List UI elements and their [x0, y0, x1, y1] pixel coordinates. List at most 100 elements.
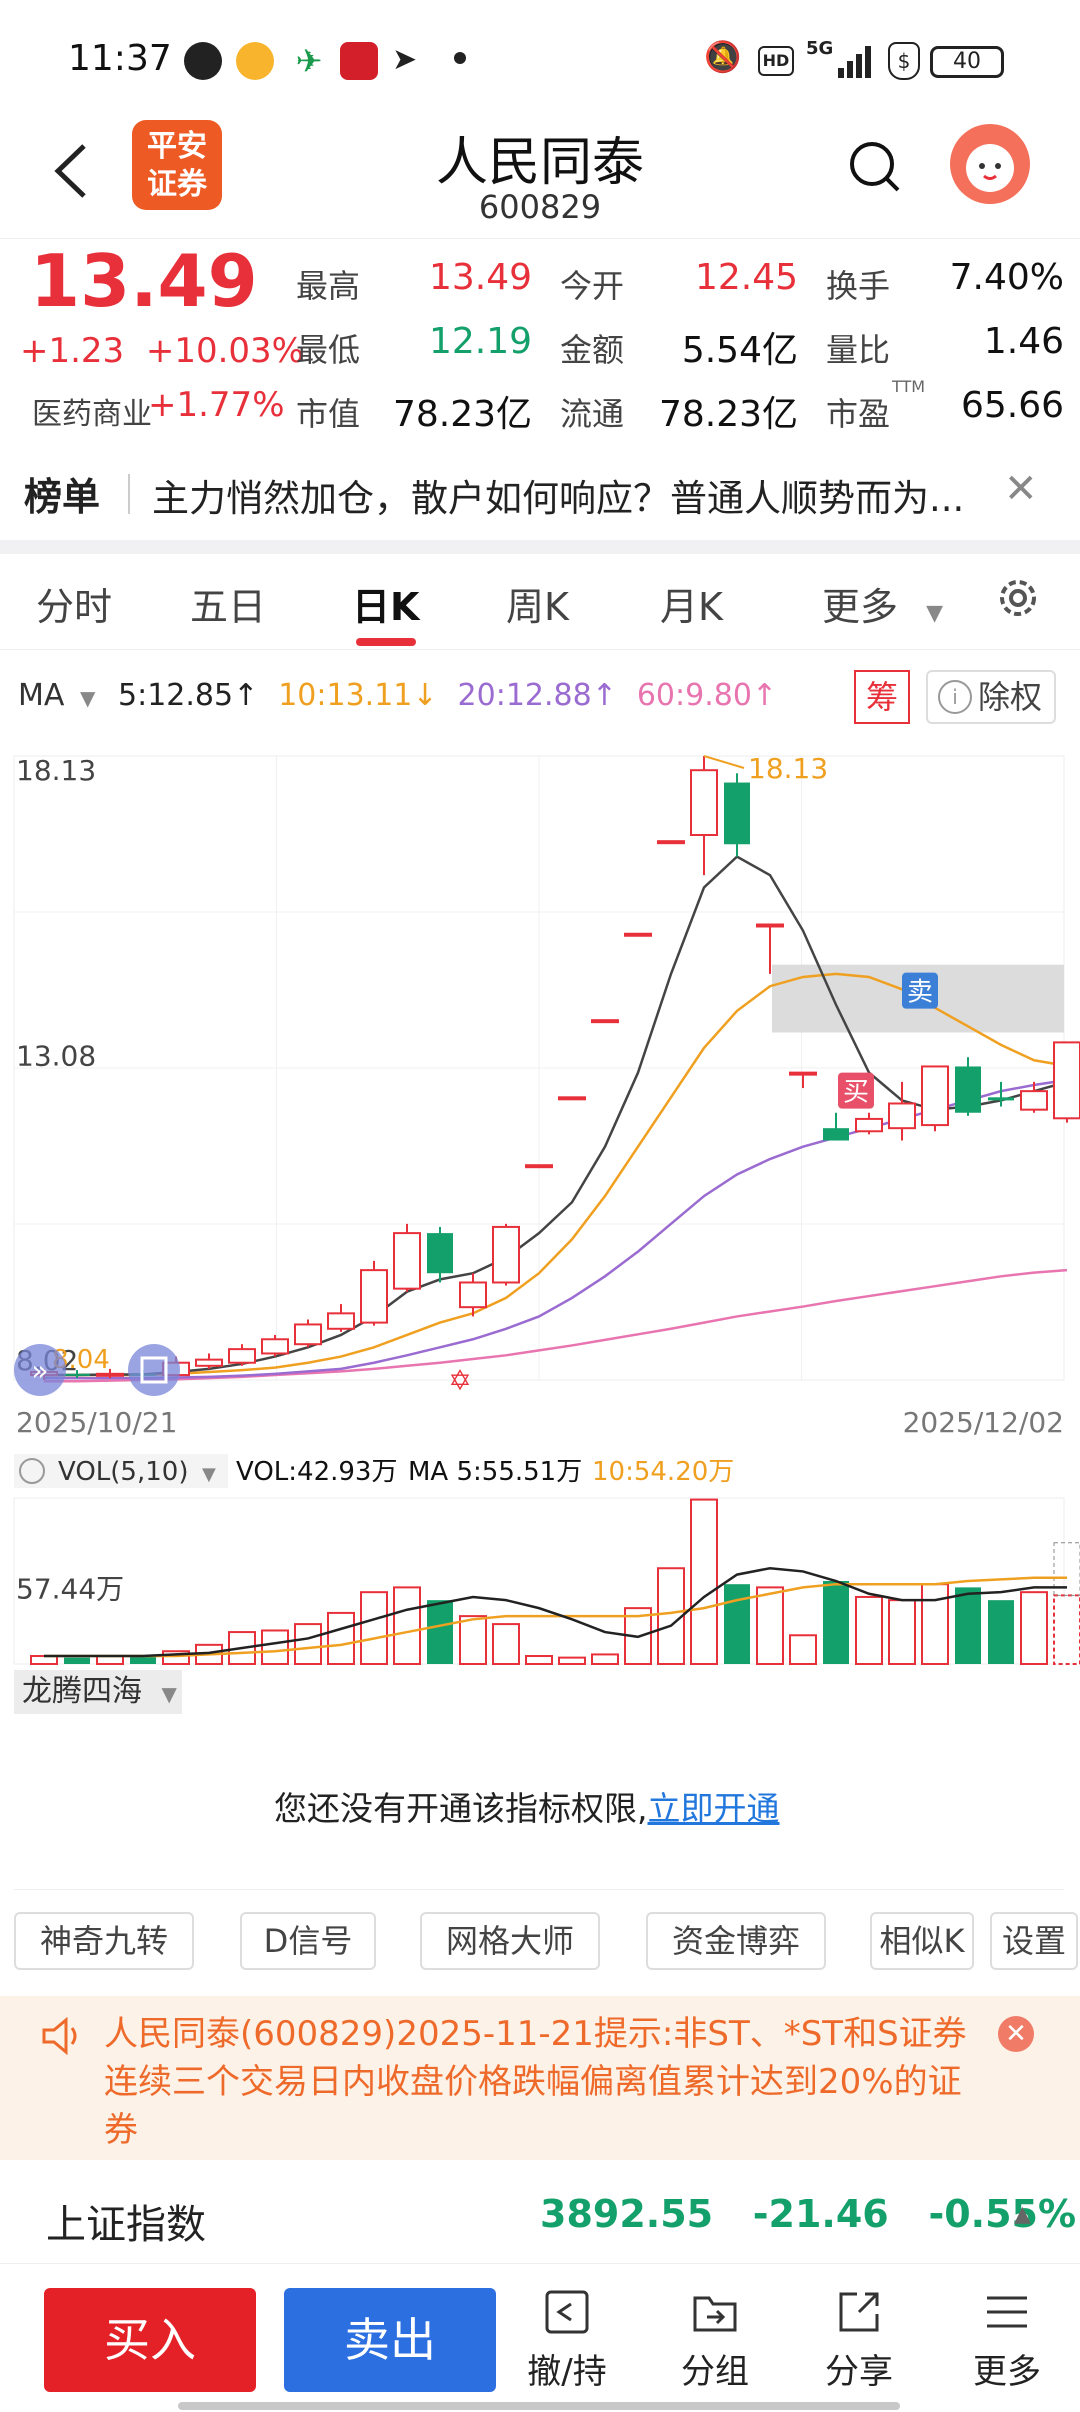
back-button[interactable] [44, 136, 104, 206]
quote-value: 78.23亿 [392, 394, 532, 435]
index-percent: -0.55% [928, 2192, 1077, 2236]
volume-bar [724, 1584, 750, 1664]
quote-value: 5.54亿 [681, 330, 798, 371]
quote-label: 市值 [296, 395, 361, 433]
ma-label: MA [18, 678, 65, 713]
indicator-selector[interactable]: 龙腾四海 ▼ [14, 1670, 182, 1714]
buy-signal-marker[interactable]: 买 [838, 1072, 874, 1109]
tool-nine-turn[interactable]: 神奇九转 [14, 1912, 194, 1970]
candle [823, 1112, 849, 1141]
volume-selector[interactable]: VOL(5,10) ▼ [14, 1454, 228, 1488]
candle [1053, 1041, 1080, 1123]
index-values: 3892.55 -21.46 -0.55% [540, 2192, 1076, 2236]
search-icon [850, 142, 900, 192]
volume-bar [789, 1634, 817, 1665]
weibo-icon [236, 42, 274, 80]
open-now-link[interactable]: 立即开通 [647, 1789, 780, 1828]
candle [724, 773, 750, 857]
section-divider [0, 540, 1080, 554]
app-notification-icon [340, 42, 378, 80]
banner-close-icon[interactable]: ✕ [1004, 466, 1038, 512]
sell-signal-marker[interactable]: 卖 [902, 972, 938, 1009]
volume-bar [459, 1615, 487, 1666]
reset-view-handle[interactable] [128, 1344, 180, 1396]
candle [921, 1065, 949, 1132]
search-button[interactable] [846, 138, 904, 196]
candle-body [657, 840, 685, 845]
index-ticker[interactable]: 上证指数 3892.55 -21.46 -0.55% ▲ [0, 2164, 1080, 2264]
buy-signal-box [838, 1072, 874, 1109]
event-star-icon[interactable]: ✡ [448, 1364, 471, 1397]
tool-similar-k[interactable]: 相似K [870, 1912, 974, 1970]
volume-chart[interactable]: VOL(5,10) ▼ VOL:42.93万 MA 5:55.51万 10:54.20万… [0, 1450, 1080, 1670]
ma5-line [44, 855, 1068, 1377]
sector-label[interactable]: 医药商业 [32, 397, 152, 432]
volume-info-icon [19, 1458, 45, 1484]
volume-bar [360, 1591, 388, 1665]
candle-body [690, 769, 718, 837]
group-button[interactable]: 分组 [660, 2286, 770, 2393]
indicator-name: 龙腾四海 [22, 1674, 142, 1709]
quote-label: 流通 [560, 395, 625, 433]
share-label: 分享 [825, 2352, 893, 2392]
tab-weekly-k[interactable]: 周K [506, 585, 569, 629]
candle-body [823, 1128, 849, 1141]
banner-text[interactable]: 主力悄然加仓，散户如何响应？普通人顺势而为... [152, 477, 965, 520]
candle-body [360, 1269, 388, 1324]
banner-tag: 榜单 [24, 475, 101, 519]
ex-right-button[interactable]: i 除权 [926, 670, 1056, 724]
bank-icon: ✈ [290, 42, 328, 80]
chip-distribution-button[interactable]: 筹 [854, 670, 910, 724]
tab-five-day[interactable]: 五日 [190, 585, 267, 629]
quote-label: 量比 [826, 331, 891, 369]
indicator-dropdown-icon: ▼ [161, 1682, 177, 1706]
candle [327, 1304, 355, 1332]
risk-notice: 人民同泰(600829)2025-11-21提示:非ST、*ST和S证券连续三个… [0, 1996, 1080, 2160]
candle-body [228, 1348, 256, 1364]
cancel-hold-button[interactable]: 撤/持 [512, 2286, 622, 2393]
ma-value-0: 5:12.85↑ [118, 678, 259, 713]
more-button[interactable]: 更多 [952, 2286, 1062, 2393]
tab-daily-k[interactable]: 日K [352, 585, 420, 629]
ma-selector[interactable]: MA ▼ [18, 678, 95, 713]
candle [294, 1319, 322, 1348]
tab-more[interactable]: 更多 ▼ [822, 576, 943, 631]
indicator-panel: 龙腾四海 ▼ 您还没有开通该指标权限,立即开通 [14, 1670, 1064, 1890]
quote-label: 市盈 [826, 395, 891, 433]
candle-body [624, 932, 652, 937]
panda-app-icon [184, 42, 222, 80]
candle [591, 1019, 619, 1024]
x-start-label: 2025/10/21 [16, 1406, 177, 1439]
tool-d-signal[interactable]: D信号 [240, 1912, 376, 1970]
candle [955, 1057, 981, 1116]
candle [393, 1223, 421, 1292]
tool-settings[interactable]: 设置 [990, 1912, 1078, 1970]
sell-signal-label: 卖 [907, 978, 933, 1008]
volume-bar [657, 1567, 685, 1665]
volume-bar [690, 1498, 718, 1665]
sell-button[interactable]: 卖出 [284, 2288, 496, 2392]
assistant-avatar-button[interactable] [950, 124, 1030, 204]
candlestick-chart[interactable]: 18.1313.088.022025/10/212025/12/0218.138… [0, 730, 1080, 1450]
tab-more-label: 更多 [822, 585, 899, 629]
expand-up-icon[interactable]: ▲ [1014, 2202, 1031, 2227]
candle-body [195, 1358, 223, 1367]
volume-bar [492, 1623, 520, 1666]
tool-grid-master[interactable]: 网格大师 [420, 1912, 600, 1970]
index-name: 上证指数 [46, 2202, 206, 2248]
high-annotation-line [703, 755, 745, 769]
notice-close-icon[interactable]: ✕ [998, 2016, 1034, 2052]
chart-settings-button[interactable] [996, 576, 1040, 624]
candle-body [492, 1225, 520, 1284]
tab-intraday[interactable]: 分时 [36, 585, 113, 629]
buy-button[interactable]: 买入 [44, 2288, 256, 2392]
news-banner[interactable]: 榜单 主力悄然加仓，散户如何响应？普通人顺势而为... ✕ [0, 444, 1080, 540]
group-label: 分组 [681, 2352, 749, 2392]
candle-body [294, 1323, 322, 1346]
high-annotation: 18.13 [748, 752, 828, 785]
scroll-left-handle[interactable]: » [14, 1344, 66, 1396]
tab-monthly-k[interactable]: 月K [660, 585, 723, 629]
scroll-left-circle [14, 1344, 66, 1396]
tool-fund-game[interactable]: 资金博弈 [646, 1912, 826, 1970]
share-button[interactable]: 分享 [804, 2286, 914, 2393]
